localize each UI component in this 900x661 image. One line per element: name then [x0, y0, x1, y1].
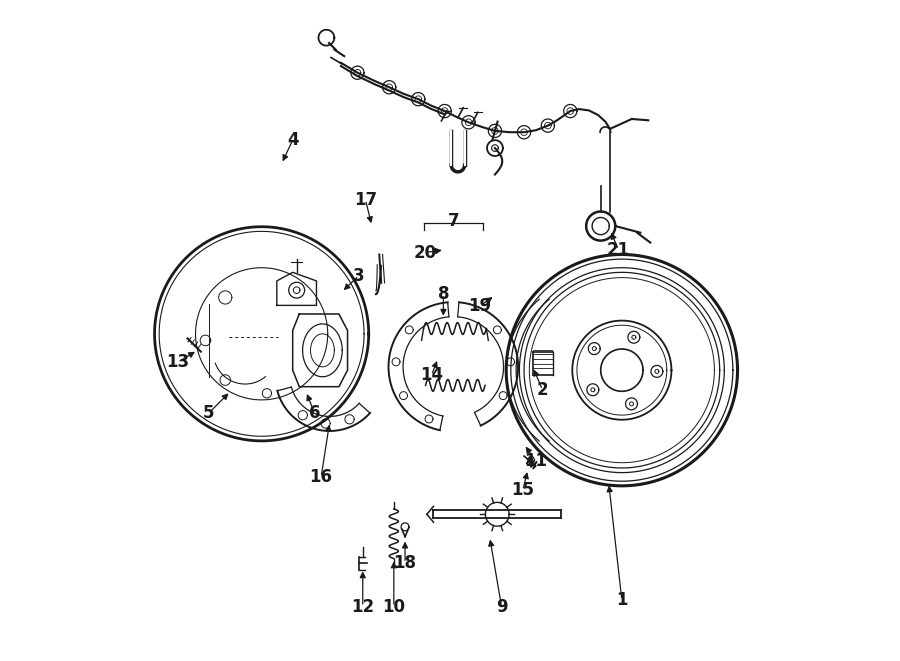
- Text: 17: 17: [354, 190, 377, 209]
- Text: 7: 7: [447, 212, 459, 231]
- Text: 8: 8: [437, 285, 449, 303]
- Text: 21: 21: [607, 241, 630, 259]
- Text: 18: 18: [393, 554, 417, 572]
- Text: 12: 12: [351, 598, 374, 616]
- Text: 10: 10: [382, 598, 405, 616]
- Text: 1: 1: [616, 591, 627, 609]
- Text: 3: 3: [353, 266, 364, 285]
- Text: 19: 19: [468, 297, 491, 315]
- Text: 5: 5: [203, 404, 214, 422]
- Text: 9: 9: [496, 598, 508, 616]
- Text: 15: 15: [511, 481, 535, 500]
- Text: 14: 14: [420, 366, 443, 385]
- Text: 20: 20: [413, 243, 436, 262]
- Text: 6: 6: [309, 404, 320, 422]
- Text: 11: 11: [525, 452, 547, 471]
- Text: 13: 13: [166, 353, 189, 371]
- Text: 16: 16: [310, 468, 333, 486]
- Text: 2: 2: [536, 381, 548, 399]
- Text: 4: 4: [287, 131, 299, 149]
